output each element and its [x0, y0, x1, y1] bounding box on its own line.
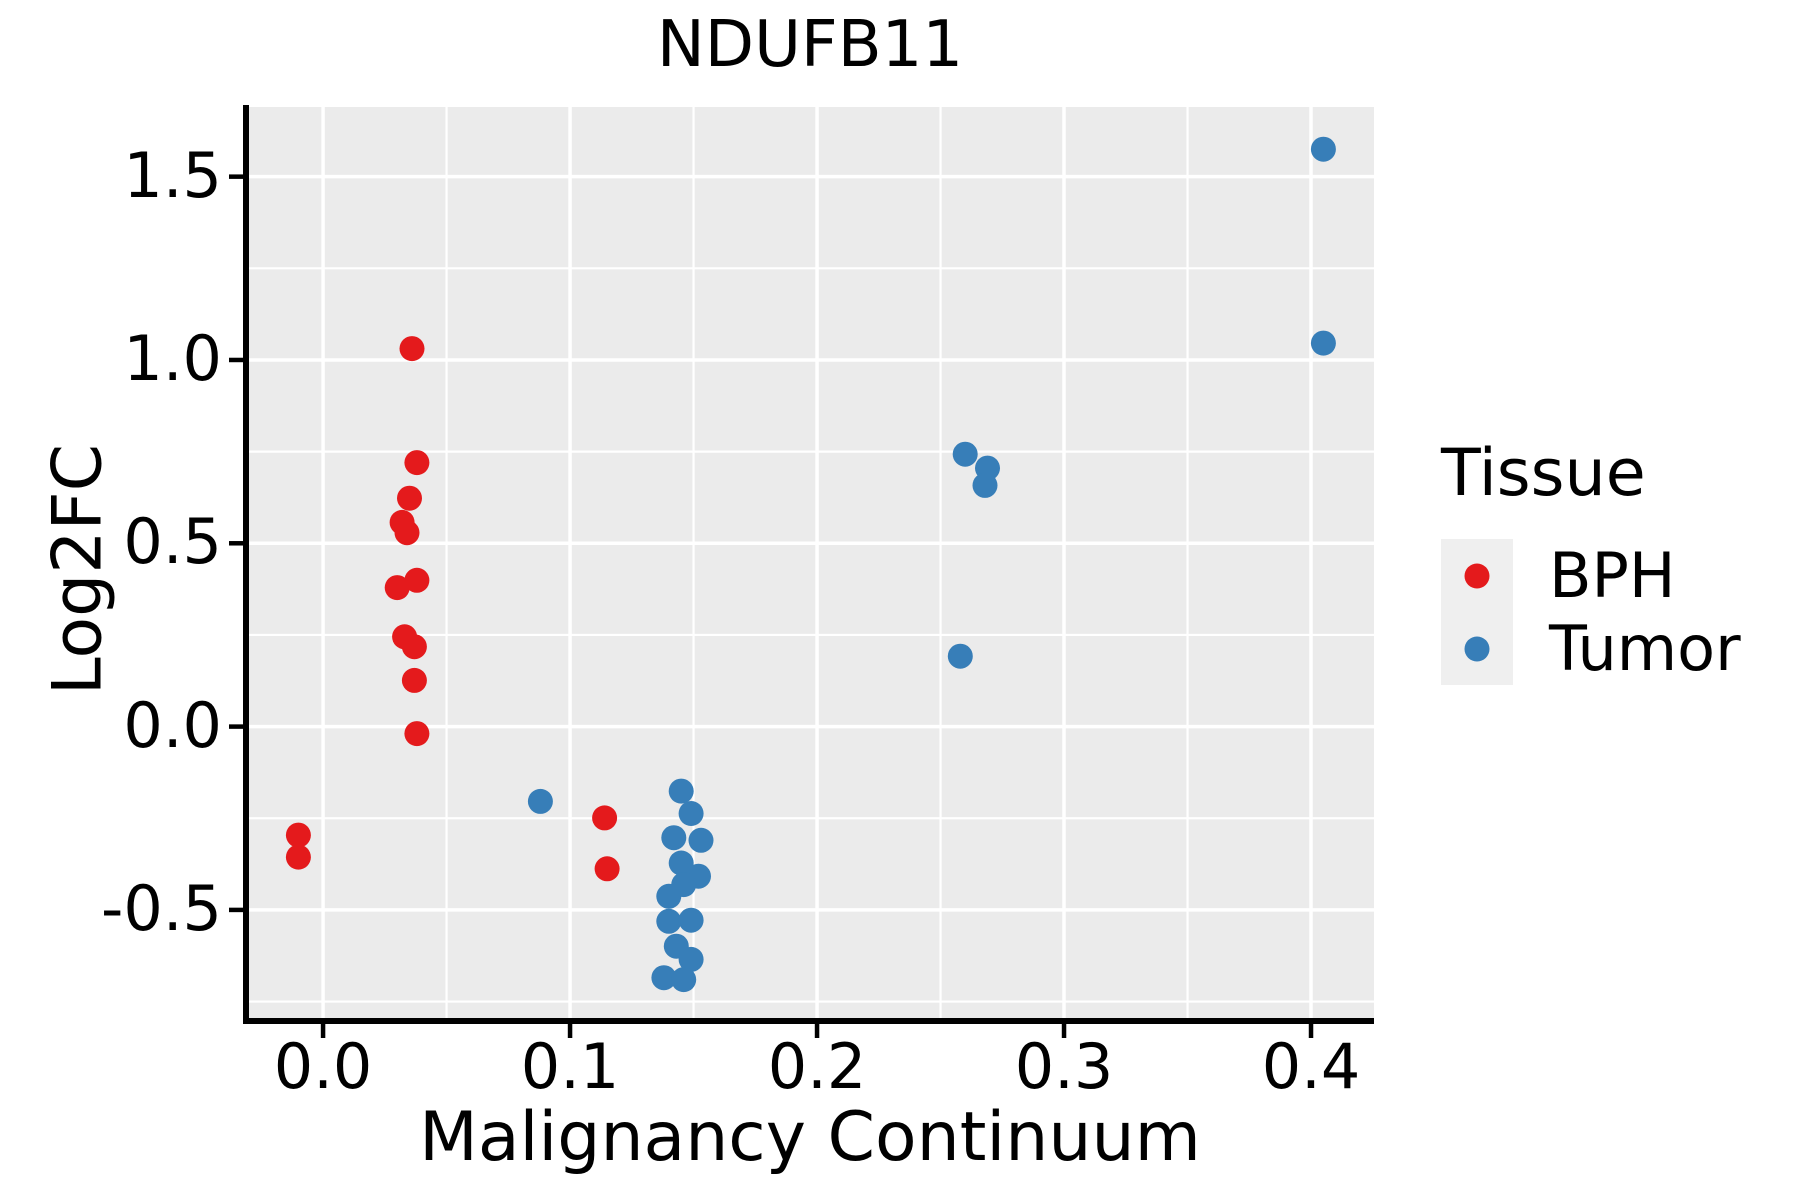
y-tick-label: 1.5 — [123, 138, 222, 212]
data-point-tumor — [668, 850, 694, 876]
y-tick-label: 1.0 — [123, 322, 222, 396]
data-point-tumor — [656, 908, 682, 934]
data-point-tumor — [527, 788, 553, 814]
y-tick-label: 0.5 — [123, 505, 222, 579]
data-point-tumor — [678, 801, 704, 826]
y-tick-label: -0.5 — [101, 871, 222, 945]
data-point-tumor — [668, 778, 694, 804]
data-point-bph — [401, 634, 427, 660]
data-point-bph — [384, 575, 410, 601]
data-point-bph — [404, 721, 430, 747]
data-point-bph — [401, 667, 427, 693]
data-point-bph — [594, 856, 620, 882]
legend-key-tumor — [1441, 612, 1513, 685]
data-point-tumor — [678, 946, 704, 972]
panel-background — [246, 107, 1374, 1021]
data-point-tumor — [656, 883, 682, 909]
legend-items: BPH Tumor — [1441, 539, 1741, 685]
data-point-tumor — [661, 825, 687, 851]
data-point-tumor — [671, 967, 697, 993]
plot-title: NDUFB11 — [656, 8, 964, 82]
data-point-bph — [394, 520, 420, 546]
data-point-bph — [592, 805, 618, 831]
x-tick-label: 0.3 — [1014, 1030, 1114, 1103]
legend-item-tumor: Tumor — [1441, 612, 1741, 685]
tumor-dot-icon — [1464, 636, 1490, 661]
data-point-tumor — [1310, 136, 1336, 162]
data-point-bph — [399, 336, 425, 362]
data-point-tumor — [678, 907, 704, 933]
x-tick-label: 0.1 — [520, 1030, 620, 1103]
legend-item-bph: BPH — [1441, 539, 1741, 612]
legend: Tissue BPH Tumor — [1441, 436, 1741, 685]
x-tick-label: 0.4 — [1261, 1030, 1361, 1103]
data-point-tumor — [952, 441, 978, 467]
data-point-bph — [285, 822, 311, 848]
legend-key-bph — [1441, 539, 1513, 612]
data-point-bph — [285, 844, 311, 870]
x-tick-label: 0.2 — [767, 1030, 867, 1103]
legend-label-tumor: Tumor — [1549, 612, 1741, 685]
data-point-tumor — [688, 827, 714, 853]
data-point-tumor — [1310, 330, 1336, 356]
data-point-tumor — [947, 643, 973, 669]
legend-label-bph: BPH — [1549, 539, 1676, 612]
data-point-bph — [404, 567, 430, 593]
x-axis-title: Malignancy Continuum — [419, 1098, 1201, 1177]
data-point-bph — [397, 485, 422, 511]
data-point-tumor — [651, 965, 677, 991]
legend-title: Tissue — [1441, 436, 1646, 511]
data-point-tumor — [972, 472, 998, 498]
bph-dot-icon — [1464, 563, 1490, 588]
data-point-bph — [404, 450, 430, 476]
y-tick-label: 0.0 — [123, 688, 222, 762]
x-tick-label: 0.0 — [273, 1030, 373, 1103]
